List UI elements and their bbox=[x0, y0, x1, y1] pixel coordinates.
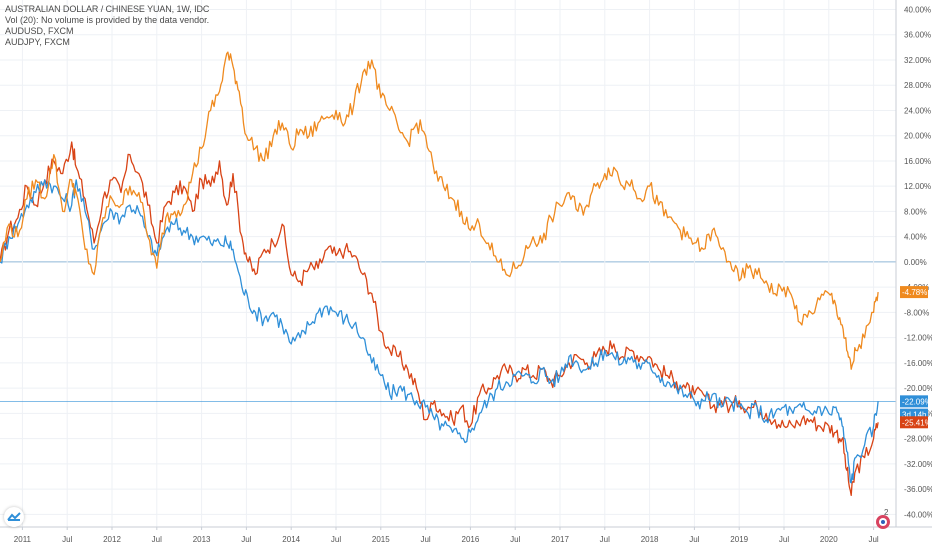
x-tick-label: 2020 bbox=[820, 535, 838, 544]
tradingview-logo-icon[interactable] bbox=[4, 507, 24, 527]
x-tick-label: Jul bbox=[420, 535, 430, 544]
chart-legend: AUSTRALIAN DOLLAR / CHINESE YUAN, 1W, ID… bbox=[5, 4, 209, 48]
time-axis[interactable]: 2011 Jul 2012 Jul 2013 Jul 2014 Jul 2015 Jul 2016 J… bbox=[0, 526, 932, 544]
x-tick-label: Jul bbox=[600, 535, 610, 544]
x-tick-label: 2012 bbox=[103, 535, 121, 544]
x-tick-label: 2018 bbox=[641, 535, 659, 544]
y-tick-label: 8.00% bbox=[904, 207, 927, 216]
x-tick-label: Jul bbox=[779, 535, 789, 544]
series-line-audusd bbox=[0, 179, 879, 484]
y-tick-label: 36.00% bbox=[904, 31, 931, 40]
last-value-tag bbox=[900, 395, 928, 408]
last-value-label: -25.41% bbox=[902, 418, 932, 427]
last-value-label: -22.09% bbox=[902, 397, 932, 406]
y-tick-label: 4.00% bbox=[904, 233, 927, 242]
x-tick-label: Jul bbox=[152, 535, 162, 544]
series-line-audjpy bbox=[0, 51, 879, 370]
x-tick-label: 2017 bbox=[551, 535, 569, 544]
last-value-label: 3d 14h bbox=[902, 411, 926, 420]
y-tick-label: 24.00% bbox=[904, 106, 931, 115]
last-value-labels: -4.78% -22.09% 3d 14h-25.41% bbox=[900, 286, 932, 429]
y-tick-label: -20.00% bbox=[904, 384, 932, 393]
x-tick-label: 2015 bbox=[372, 535, 390, 544]
grid-lines bbox=[0, 0, 896, 527]
symbol-title[interactable]: AUSTRALIAN DOLLAR / CHINESE YUAN, 1W, ID… bbox=[5, 4, 210, 14]
series-line-audcny bbox=[0, 141, 879, 497]
x-tick-label: 2013 bbox=[193, 535, 211, 544]
y-tick-label: 0.00% bbox=[904, 258, 927, 267]
price-axis[interactable]: 40.00% 36.00% 32.00% 28.00% 24.00% 20.00% 16.0… bbox=[895, 0, 932, 527]
compare-series-audjpy[interactable]: AUDJPY, FXCM bbox=[5, 37, 70, 47]
x-tick-label: Jul bbox=[331, 535, 341, 544]
last-value-tag bbox=[900, 416, 928, 429]
y-tick-label: 12.00% bbox=[904, 182, 931, 191]
x-tick-label: 2016 bbox=[462, 535, 480, 544]
alerts-count: 2 bbox=[884, 508, 889, 517]
x-tick-label: 2014 bbox=[282, 535, 300, 544]
last-value-label: -4.78% bbox=[902, 288, 927, 297]
x-tick-label: Jul bbox=[510, 535, 520, 544]
compare-series-audusd[interactable]: AUDUSD, FXCM bbox=[5, 26, 74, 36]
y-tick-label: -32.00% bbox=[904, 460, 932, 469]
x-tick-label: 2019 bbox=[730, 535, 748, 544]
y-tick-label: -40.00% bbox=[904, 510, 932, 519]
y-tick-label: -8.00% bbox=[904, 308, 929, 317]
y-tick-label: 20.00% bbox=[904, 132, 931, 141]
series-lines bbox=[0, 51, 879, 497]
y-tick-label: -36.00% bbox=[904, 485, 932, 494]
alerts-icon[interactable] bbox=[875, 514, 891, 530]
x-tick-label: Jul bbox=[241, 535, 251, 544]
x-tick-label: Jul bbox=[62, 535, 72, 544]
y-tick-label: 40.00% bbox=[904, 5, 931, 14]
y-tick-label: 16.00% bbox=[904, 157, 931, 166]
y-tick-label: -28.00% bbox=[904, 435, 932, 444]
last-value-tag bbox=[900, 286, 928, 299]
y-tick-label: -12.00% bbox=[904, 334, 932, 343]
y-tick-label: -16.00% bbox=[904, 359, 932, 368]
y-tick-label: 28.00% bbox=[904, 81, 931, 90]
y-tick-label: 32.00% bbox=[904, 56, 931, 65]
volume-note: Vol (20): No volume is provided by the d… bbox=[5, 15, 210, 25]
x-tick-label: Jul bbox=[868, 535, 878, 544]
x-tick-label: 2011 bbox=[14, 535, 32, 544]
x-tick-label: Jul bbox=[689, 535, 699, 544]
